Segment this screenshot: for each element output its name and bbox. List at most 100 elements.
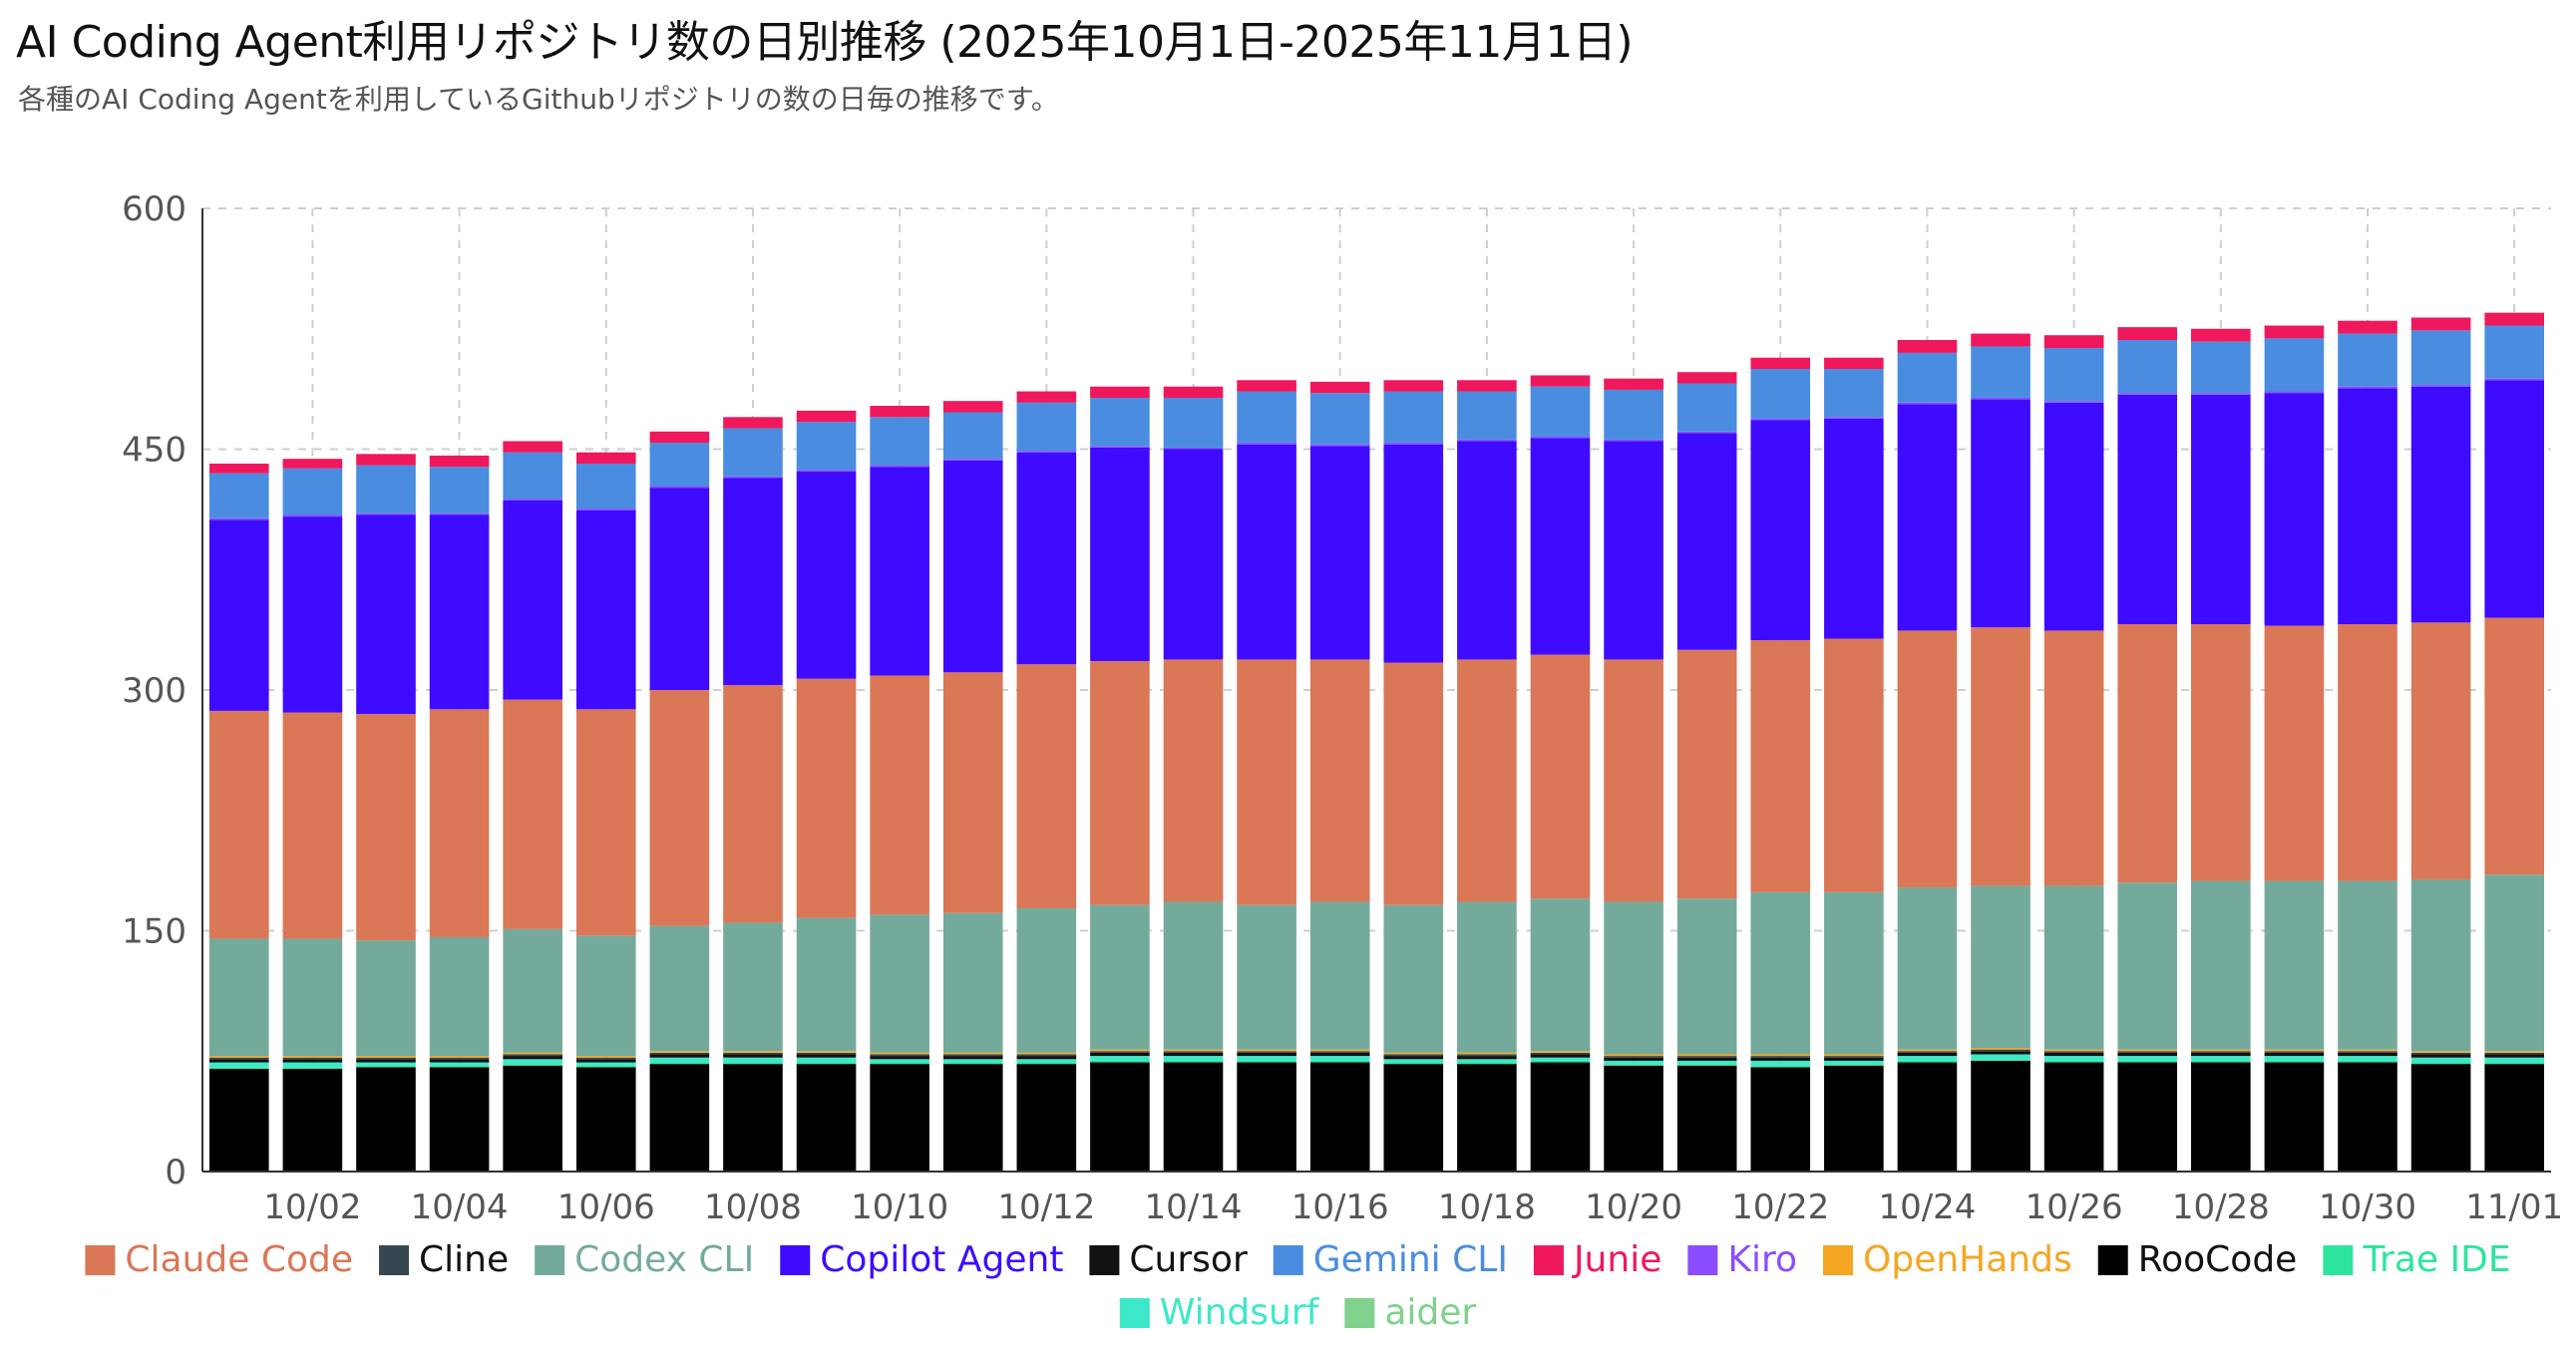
bar-segment [796,422,857,471]
bar-segment [1750,1065,1811,1068]
bar-segment [1676,1054,1737,1057]
bar-segment [942,459,1003,461]
bar-segment [282,459,343,469]
bar-segment [1016,1056,1077,1060]
bar-segment [2117,327,2178,341]
legend-swatch [1119,1298,1150,1328]
legend-item[interactable]: Kiro [1687,1239,1797,1280]
legend-item[interactable]: Cline [379,1239,509,1280]
bar-segment [2484,1054,2545,1058]
bar-segment [1897,1056,1958,1061]
bar-segment [2043,630,2104,886]
bar-segment [1383,1064,1444,1172]
bar-segment [723,476,783,479]
bar-segment [1750,1060,1811,1066]
legend-item[interactable]: OpenHands [1823,1239,2072,1280]
legend-swatch [1089,1245,1120,1275]
bar-segment [2117,394,2178,624]
legend-item[interactable]: RooCode [2097,1239,2298,1280]
bar-segment [282,514,343,517]
bar-segment [1604,1065,1663,1172]
bar-segment [1604,1064,1663,1066]
bar-segment [796,1057,857,1063]
bar-segment [2484,1064,2545,1172]
y-tick-label: 300 [122,671,186,711]
bar-stack [2338,320,2397,1172]
bar-segment [575,463,636,509]
bar-segment [1824,1054,1884,1057]
bar-stack [1604,378,1663,1172]
bar-segment [503,1052,562,1055]
bar-segment [1676,372,1737,384]
bar-segment [1530,1060,1591,1063]
bar-segment [1163,1051,1224,1053]
bar-segment [723,1064,783,1172]
legend-item[interactable]: Claude Code [85,1239,353,1280]
bar-segment [575,1065,636,1068]
bar-segment [1676,1057,1737,1061]
bar-segment [356,1056,416,1058]
bar-stack [723,417,783,1172]
bar-stack [356,454,416,1172]
bar-segment [723,1052,783,1055]
legend-item[interactable]: Copilot Agent [780,1239,1063,1280]
x-tick-label: 10/08 [704,1187,802,1227]
bar-segment [1016,1062,1077,1065]
legend-item[interactable]: Junie [1533,1239,1661,1280]
bar-segment [1676,433,1737,650]
bar-segment [1309,444,1370,447]
bar-segment [1824,1065,1884,1172]
bar-segment [1750,420,1811,641]
bar-segment [2043,885,2104,1050]
bar-segment [2338,388,2397,624]
bar-segment [208,1068,269,1172]
legend-item[interactable]: aider [1344,1292,1476,1333]
bar-segment [1383,1062,1444,1065]
bar-segment [2338,1051,2397,1053]
bar-segment [1457,441,1517,660]
bar-stack [796,410,857,1172]
bar-segment [723,922,783,1052]
legend-item[interactable]: Cursor [1089,1239,1248,1280]
x-tick-label: 10/28 [2172,1187,2270,1227]
bar-segment [942,412,1003,460]
bar-segment [2043,335,2104,349]
bar-segment [1971,397,2030,400]
bar-segment [1530,438,1591,655]
legend-item[interactable]: Gemini CLI [1273,1239,1508,1280]
bar-segment [1383,391,1444,444]
bar-segment [1163,1062,1224,1172]
bar-segment [1237,444,1296,660]
bar-segment [208,1062,269,1068]
bar-segment [1016,402,1077,452]
bar-segment [1016,907,1077,1053]
bar-segment [2484,1062,2545,1065]
bar-segment [1750,418,1811,421]
legend-item[interactable]: Codex CLI [535,1239,754,1280]
bar-segment [2410,1064,2471,1172]
bar-segment [2264,391,2325,394]
bar-segment [2264,1060,2325,1063]
bar-segment [1163,1052,1224,1057]
chart-subtitle: 各種のAI Coding Agentを利用しているGithubリポジトリの数の日… [18,83,1059,116]
bar-segment [1604,1056,1663,1058]
legend-label: Codex CLI [574,1239,754,1280]
bar-segment [796,1054,857,1058]
y-tick-label: 600 [122,189,186,229]
bar-segment [503,501,562,700]
bar-segment [503,699,562,929]
bar-segment [1530,436,1591,439]
bar-segment [503,1064,562,1066]
legend-item[interactable]: Trae IDE [2323,1239,2511,1280]
legend-item[interactable]: Windsurf [1119,1292,1320,1333]
bar-segment [1383,662,1444,905]
bar-segment [1016,1054,1077,1057]
legend-swatch [2097,1245,2128,1275]
bar-segment [575,709,636,936]
bar-segment [1016,1059,1077,1063]
bar-segment [1530,654,1591,899]
bar-segment [649,1064,710,1172]
bar-segment [282,468,343,515]
bar-segment [1676,649,1737,899]
